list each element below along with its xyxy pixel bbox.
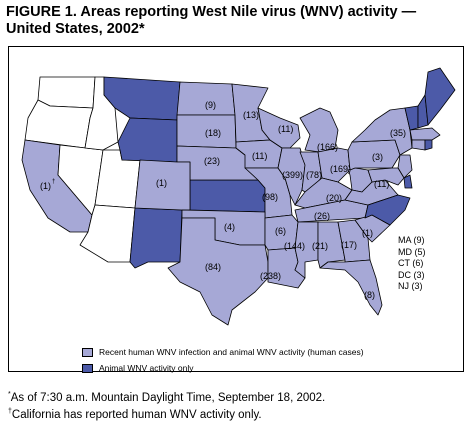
state-co: [134, 159, 191, 211]
ne-count: DC (3): [398, 269, 425, 280]
state-ma: [409, 127, 441, 141]
footnote-star: *As of 7:30 a.m. Mountain Daylight Time,…: [8, 391, 326, 404]
state-nc: [364, 194, 411, 226]
state-count-label: (23): [204, 156, 220, 166]
state-md: [367, 167, 405, 186]
state-count-label: (166): [317, 142, 338, 152]
state-count-label: (11): [374, 179, 389, 189]
state-ks: [189, 179, 266, 213]
footnote-dagger: †California has reported human WNV activ…: [8, 407, 262, 421]
state-mi: [299, 107, 339, 153]
state-de: [403, 174, 413, 189]
ca-dagger-mark: †: [52, 179, 55, 185]
ne-count: MA (9): [398, 235, 425, 245]
ne-count: NJ (3): [398, 281, 423, 292]
map-frame: [8, 46, 464, 372]
state-count-label: (1): [362, 228, 373, 238]
state-count-label: (1): [40, 181, 51, 191]
figure-title: FIGURE 1. Areas reporting West Nile viru…: [6, 4, 466, 38]
legend-item-animal: Animal WNV activity only: [82, 360, 364, 376]
legend-label-human: Recent human WNV infection and animal WN…: [99, 347, 364, 357]
title-line-1: FIGURE 1. Areas reporting West Nile viru…: [6, 4, 417, 20]
legend-label-animal: Animal WNV activity only: [99, 363, 194, 373]
state-count-label: (4): [224, 222, 235, 232]
map-legend: Recent human WNV infection and animal WN…: [82, 344, 364, 376]
state-nj: [397, 154, 413, 179]
state-count-label: (84): [205, 262, 221, 272]
state-count-label: (78): [306, 170, 322, 180]
state-count-label: (8): [364, 290, 375, 300]
state-count-label: (1): [156, 178, 167, 188]
state-count-label: (18): [205, 128, 221, 138]
state-count-label: (35): [390, 128, 406, 138]
state-nd: [176, 81, 236, 116]
state-fl: [319, 259, 383, 316]
state-count-label: (11): [252, 151, 267, 161]
state-count-label: (144): [284, 241, 305, 251]
state-count-label: (238): [260, 271, 281, 281]
state-ct: [411, 139, 426, 151]
state-count-label: (6): [275, 226, 286, 236]
state-count-label: (13): [243, 110, 259, 120]
state-count-label: (9): [205, 100, 216, 110]
state-count-label: (17): [341, 240, 357, 250]
state-or: [24, 99, 94, 149]
state-count-label: (169): [330, 164, 351, 174]
legend-item-human: Recent human WNV infection and animal WN…: [82, 344, 364, 360]
state-count-label: (26): [314, 211, 330, 221]
state-ri: [424, 139, 433, 151]
state-nm: [129, 207, 183, 269]
title-line-2: United States, 2002*: [6, 21, 145, 37]
state-count-label: (20): [326, 193, 342, 203]
ne-count: MD (5): [398, 246, 426, 257]
state-me: [424, 67, 456, 126]
state-count-label: (21): [312, 241, 328, 251]
state-count-label: (11): [278, 124, 293, 134]
state-tx: [167, 217, 269, 326]
footnotes: *As of 7:30 a.m. Mountain Daylight Time,…: [8, 388, 325, 422]
state-count-label: (98): [262, 192, 278, 202]
state-wy: [117, 117, 178, 163]
ne-count: CT (6): [398, 258, 424, 269]
state-wa: [37, 76, 96, 109]
northeast-counts: MA (9) MD (5) CT (6) DC (3) NJ (3): [398, 235, 426, 293]
state-count-label: (399): [282, 170, 303, 180]
legend-swatch-animal: [82, 363, 93, 373]
state-count-label: (3): [372, 152, 383, 162]
legend-swatch-human: [82, 347, 93, 357]
